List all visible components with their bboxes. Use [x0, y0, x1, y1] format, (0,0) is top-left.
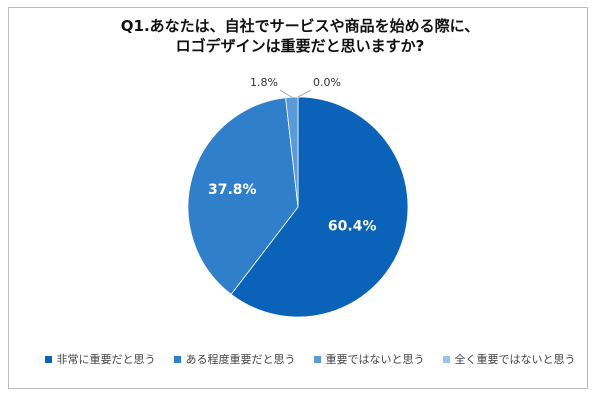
chart-legend: 非常に重要だと思う ある程度重要だと思う 重要ではないと思う 全く重要ではないと…	[30, 351, 590, 367]
pie-slice	[187, 97, 299, 295]
slice-leader-line	[297, 89, 312, 98]
chart-title-line-1: Q1.あなたは、自社でサービスや商品を始める際に、	[120, 17, 480, 35]
legend-label: 全く重要ではないと思う	[454, 353, 576, 366]
legend-label: 重要ではないと思う	[325, 353, 425, 366]
pie-slice	[230, 96, 409, 318]
legend-label: 非常に重要だと思う	[56, 353, 156, 366]
legend-item: 非常に重要だと思う	[44, 351, 156, 367]
slice-data-label: 0.0%	[313, 76, 341, 89]
chart-title-line-2: ロゴデザインは重要だと思いますか?	[175, 37, 425, 55]
legend-label: ある程度重要だと思う	[185, 353, 296, 366]
legend-item: ある程度重要だと思う	[173, 351, 296, 367]
slice-data-label: 1.8%	[250, 76, 278, 89]
legend-swatch	[442, 355, 450, 363]
slice-leader-line	[279, 89, 293, 98]
legend-swatch	[173, 355, 181, 363]
chart-title: Q1.あなたは、自社でサービスや商品を始める際に、 ロゴデザインは重要だと思いま…	[0, 16, 600, 56]
slice-data-label: 37.8%	[208, 182, 257, 198]
legend-item: 全く重要ではないと思う	[442, 351, 576, 367]
legend-swatch	[313, 355, 321, 363]
legend-swatch	[44, 355, 52, 363]
slice-data-label: 60.4%	[328, 218, 377, 234]
legend-item: 重要ではないと思う	[313, 351, 425, 367]
